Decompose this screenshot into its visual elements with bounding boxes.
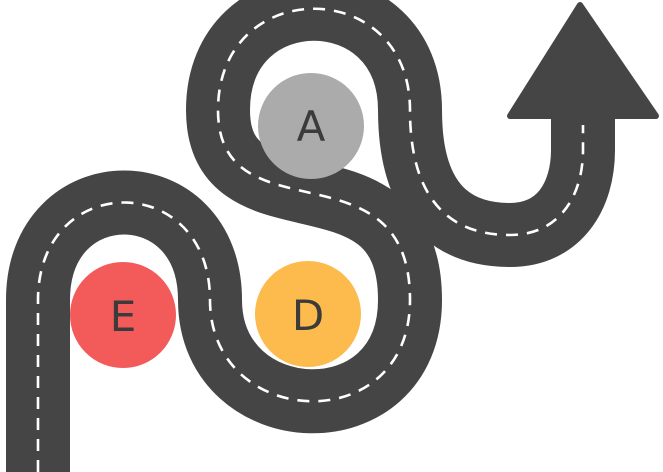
arrow-up-icon [507,2,659,119]
milestone-a: A [258,73,364,179]
milestone-e: E [70,262,176,368]
milestone-d-label: D [292,291,324,340]
winding-road [6,0,659,472]
milestone-e-circle [70,262,176,368]
milestone-a-circle [258,73,364,179]
milestone-a-label: A [297,102,326,151]
milestone-e-label: E [110,292,137,341]
road-lane-marking [36,7,585,472]
milestone-d: D [255,261,361,367]
milestone-d-circle [255,261,361,367]
